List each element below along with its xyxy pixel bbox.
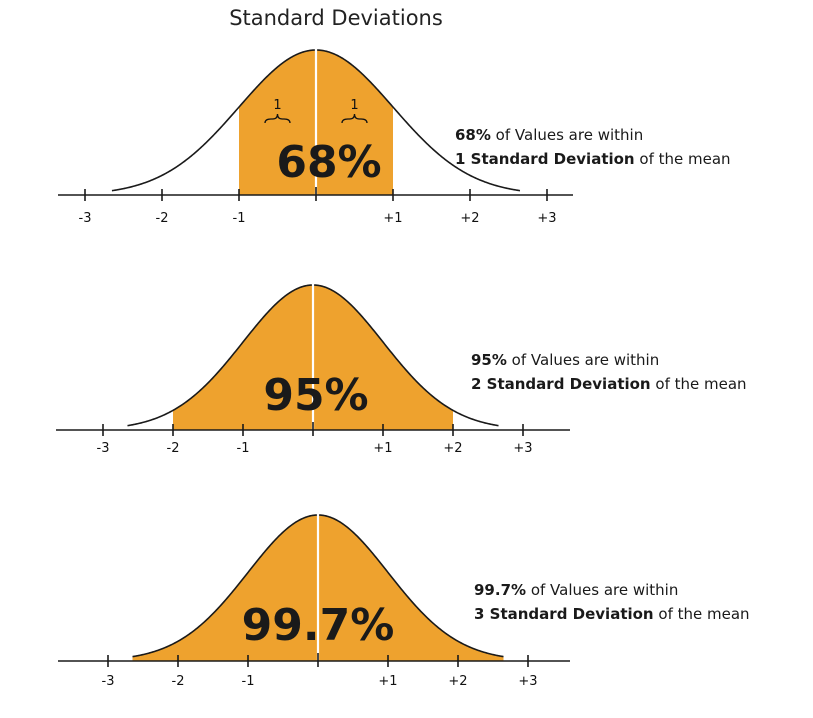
- bell-curve-one-sigma: -3 -2 -1 +1 +2 +3 68% 1 1: [58, 44, 573, 226]
- diagram-title: Standard Deviations: [229, 6, 443, 30]
- tick-label: +2: [448, 674, 467, 689]
- tick-label: +2: [443, 441, 462, 456]
- brace-label: 1: [273, 98, 281, 113]
- caption-text: of the mean: [634, 150, 731, 168]
- tick-label: -3: [102, 674, 115, 689]
- caption-percent: 99.7%: [474, 581, 527, 599]
- tick-label: -2: [172, 674, 185, 689]
- percent-label: 95%: [263, 370, 368, 421]
- brace-label: 1: [350, 98, 358, 113]
- percent-label: 68%: [276, 137, 381, 188]
- panel-three-sigma: -3 -2 -1 +1 +2 +3 99.7% 99.7% of Values are wi…: [0, 498, 813, 718]
- caption-text: of the mean: [650, 375, 747, 393]
- tick-label: +1: [378, 674, 397, 689]
- caption-text: of Values are within: [506, 351, 660, 369]
- caption-text: of the mean: [653, 605, 750, 623]
- tick-label: -1: [242, 674, 255, 689]
- tick-label: +3: [513, 441, 532, 456]
- tick-label: -1: [237, 441, 250, 456]
- caption-deviation: 1 Standard Deviation: [455, 150, 635, 168]
- tick-label: -3: [97, 441, 110, 456]
- tick-label: +2: [460, 211, 479, 226]
- panel-one-sigma: -3 -2 -1 +1 +2 +3 68% 1 1 68% of Values are with…: [0, 40, 813, 260]
- caption-three-sigma: 99.7% of Values are within 3 Standard De…: [474, 578, 750, 626]
- tick-label: +1: [383, 211, 402, 226]
- caption-text: of Values are within: [490, 126, 644, 144]
- caption-one-sigma: 68% of Values are within 1 Standard Devi…: [455, 123, 731, 171]
- tick-label: -2: [156, 211, 169, 226]
- caption-two-sigma: 95% of Values are within 2 Standard Devi…: [471, 348, 747, 396]
- tick-label: -2: [167, 441, 180, 456]
- bell-curve-two-sigma: -3 -2 -1 +1 +2 +3 95%: [56, 279, 570, 456]
- tick-label: +3: [537, 211, 556, 226]
- percent-label: 99.7%: [242, 600, 395, 651]
- caption-deviation: 2 Standard Deviation: [471, 375, 651, 393]
- caption-percent: 68%: [455, 126, 491, 144]
- caption-percent: 95%: [471, 351, 507, 369]
- panel-two-sigma: -3 -2 -1 +1 +2 +3 95% 95% of Values are within…: [0, 270, 813, 490]
- tick-label: +1: [373, 441, 392, 456]
- caption-text: of Values are within: [526, 581, 679, 599]
- tick-label: -1: [233, 211, 246, 226]
- tick-label: -3: [79, 211, 92, 226]
- caption-deviation: 3 Standard Deviation: [474, 605, 654, 623]
- tick-label: +3: [518, 674, 537, 689]
- bell-curve-three-sigma: -3 -2 -1 +1 +2 +3 99.7%: [58, 509, 570, 689]
- brace: [264, 113, 291, 124]
- brace: [341, 113, 368, 124]
